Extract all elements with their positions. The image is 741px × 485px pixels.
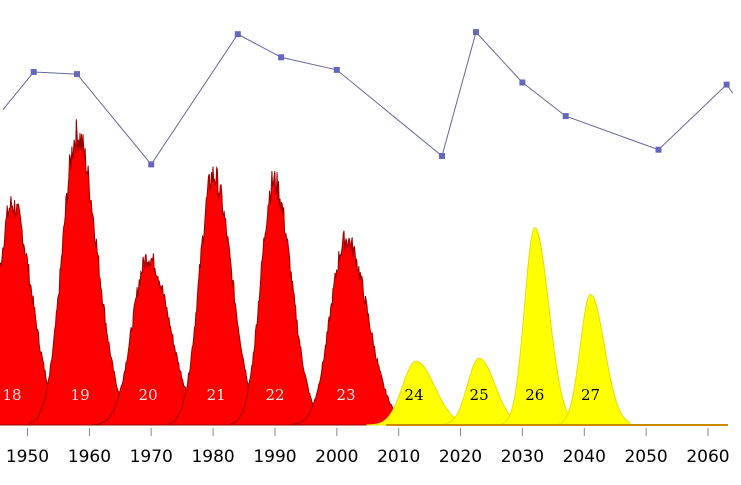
cycle-label-27: 27 — [581, 386, 600, 404]
x-tick-label: 1950 — [6, 447, 49, 467]
cycle-label-25: 25 — [470, 386, 489, 404]
line-series — [2, 29, 734, 168]
x-tick-label: 2030 — [501, 447, 544, 467]
line-marker — [30, 69, 37, 75]
x-tick-label: 1990 — [253, 447, 296, 467]
x-axis: 1950 1960 1970 1980 1990 2000 2010 2020 2030 2040… — [6, 428, 730, 467]
line-marker — [655, 146, 662, 153]
line-marker — [723, 81, 730, 88]
cycle-area-22 — [229, 170, 325, 426]
x-tick-label: 2040 — [563, 447, 606, 467]
x-tick-label: 2060 — [686, 447, 729, 467]
x-tick-label: 2010 — [377, 447, 420, 467]
line-marker — [519, 79, 526, 86]
line-marker — [473, 29, 479, 36]
line-marker — [148, 161, 155, 168]
cycle-labels: 18 19 20 21 22 23 24 25 26 27 — [2, 386, 600, 404]
line-marker — [439, 153, 445, 159]
x-tick-label: 1980 — [191, 447, 234, 467]
line-marker — [333, 66, 340, 73]
cycle-label-26: 26 — [525, 386, 544, 404]
cycle-area-24 — [366, 360, 467, 426]
line-marker — [562, 113, 569, 120]
cycle-label-20: 20 — [139, 386, 158, 404]
line-marker — [278, 54, 285, 61]
line-marker — [234, 31, 241, 38]
cycle-label-19: 19 — [71, 386, 90, 404]
cycle-label-22: 22 — [265, 386, 284, 404]
x-tick-label: 2000 — [315, 447, 358, 467]
line-marker — [74, 71, 80, 78]
x-tick-label: 1970 — [130, 447, 173, 467]
cycle-area-23 — [291, 230, 407, 426]
cycle-areas — [0, 119, 630, 426]
x-tick-label: 2020 — [439, 447, 482, 467]
x-tick-label: 2050 — [624, 447, 667, 467]
cycle-area-26 — [499, 227, 575, 426]
trend-line — [2, 31, 734, 166]
cycle-label-23: 23 — [337, 386, 356, 404]
x-tick-label: 1960 — [68, 447, 111, 467]
cycle-label-18: 18 — [2, 386, 21, 404]
cycle-label-24: 24 — [405, 386, 424, 404]
cycle-area-27 — [554, 293, 630, 426]
cycle-label-21: 21 — [207, 386, 226, 404]
